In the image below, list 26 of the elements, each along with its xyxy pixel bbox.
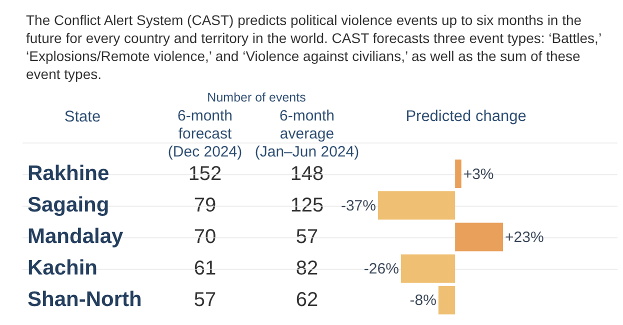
data-label: 61 [194, 258, 216, 280]
data-label: 57 [194, 289, 216, 312]
y-axis-title: State [64, 108, 101, 126]
data-label: 62 [296, 289, 318, 312]
data-label: 148 [290, 162, 324, 185]
y-tick-label: Sagaing [28, 193, 110, 216]
data-label: 82 [296, 258, 318, 280]
x-axis-title: Predicted change [406, 108, 526, 125]
x-axis-title: Number of events [207, 90, 306, 104]
data-label: 125 [290, 194, 324, 216]
data-label: +3% [463, 166, 494, 183]
y-tick-label: Shan-North [28, 288, 142, 312]
data-label: -8% [410, 292, 436, 310]
data-label: -26% [364, 260, 399, 278]
data-label: -37% [340, 197, 376, 214]
x-tick-label: 6-month average (Jan–Jun 2024) [254, 108, 360, 160]
data-label: 57 [296, 226, 318, 248]
x-tick-label: 6-month forecast (Dec 2024) [168, 108, 242, 160]
data-label: 79 [194, 194, 216, 216]
y-tick-label: Kachin [28, 256, 98, 280]
chart-title: The Conflict Alert System (CAST) predicts political violence events up to six months in the future for every country and territory in the world. CAST forecasts three event types: ‘Battles,’ ‘Explosions/Remote violence,’ and ‘Violence against civilians,’ as well as the sum of these event types. [26, 12, 602, 82]
data-label: +23% [505, 229, 544, 246]
data-label: 152 [188, 162, 222, 185]
data-label: 70 [194, 226, 216, 248]
y-tick-label: Rakhine [28, 162, 110, 185]
y-tick-label: Mandalay [28, 225, 124, 248]
